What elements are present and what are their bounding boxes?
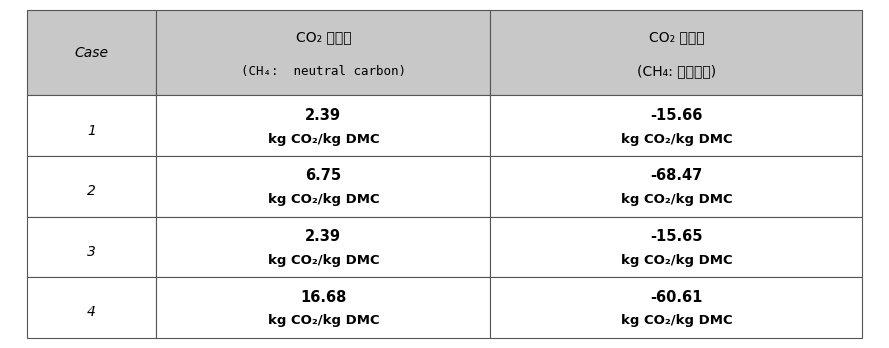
Text: 4: 4 [87, 305, 96, 319]
Bar [156, 10, 491, 95]
Bar [491, 95, 862, 156]
Text: kg CO₂/kg DMC: kg CO₂/kg DMC [268, 254, 379, 267]
Bar [491, 156, 862, 216]
Bar [491, 10, 862, 95]
Bar [27, 156, 156, 216]
Text: 2.39: 2.39 [305, 108, 341, 123]
Text: (CH₄: 온실가스): (CH₄: 온실가스) [637, 65, 716, 79]
Text: 1: 1 [87, 124, 96, 137]
Text: CO₂ 방출량: CO₂ 방출량 [649, 31, 704, 45]
Bar [156, 95, 491, 156]
Text: 16.68: 16.68 [300, 290, 347, 304]
Text: -15.65: -15.65 [650, 229, 702, 244]
Text: (CH₄:  neutral carbon): (CH₄: neutral carbon) [241, 65, 406, 78]
Bar [156, 277, 491, 338]
Text: kg CO₂/kg DMC: kg CO₂/kg DMC [268, 133, 379, 145]
Bar [27, 277, 156, 338]
Bar [491, 216, 862, 277]
Text: 6.75: 6.75 [305, 168, 341, 183]
Text: Case: Case [75, 46, 108, 60]
Text: -68.47: -68.47 [650, 168, 702, 183]
Bar [27, 95, 156, 156]
Text: kg CO₂/kg DMC: kg CO₂/kg DMC [621, 193, 733, 206]
Text: 3: 3 [87, 245, 96, 259]
Bar [27, 216, 156, 277]
Bar [27, 10, 156, 95]
Bar [156, 156, 491, 216]
Text: CO₂ 방출량: CO₂ 방출량 [295, 31, 351, 45]
Text: 2: 2 [87, 184, 96, 198]
Text: kg CO₂/kg DMC: kg CO₂/kg DMC [621, 133, 733, 145]
Text: -60.61: -60.61 [650, 290, 702, 304]
Text: kg CO₂/kg DMC: kg CO₂/kg DMC [621, 254, 733, 267]
Bar [491, 277, 862, 338]
Text: kg CO₂/kg DMC: kg CO₂/kg DMC [621, 314, 733, 327]
Bar [156, 216, 491, 277]
Text: 2.39: 2.39 [305, 229, 341, 244]
Text: -15.66: -15.66 [650, 108, 702, 123]
Text: kg CO₂/kg DMC: kg CO₂/kg DMC [268, 193, 379, 206]
Text: kg CO₂/kg DMC: kg CO₂/kg DMC [268, 314, 379, 327]
